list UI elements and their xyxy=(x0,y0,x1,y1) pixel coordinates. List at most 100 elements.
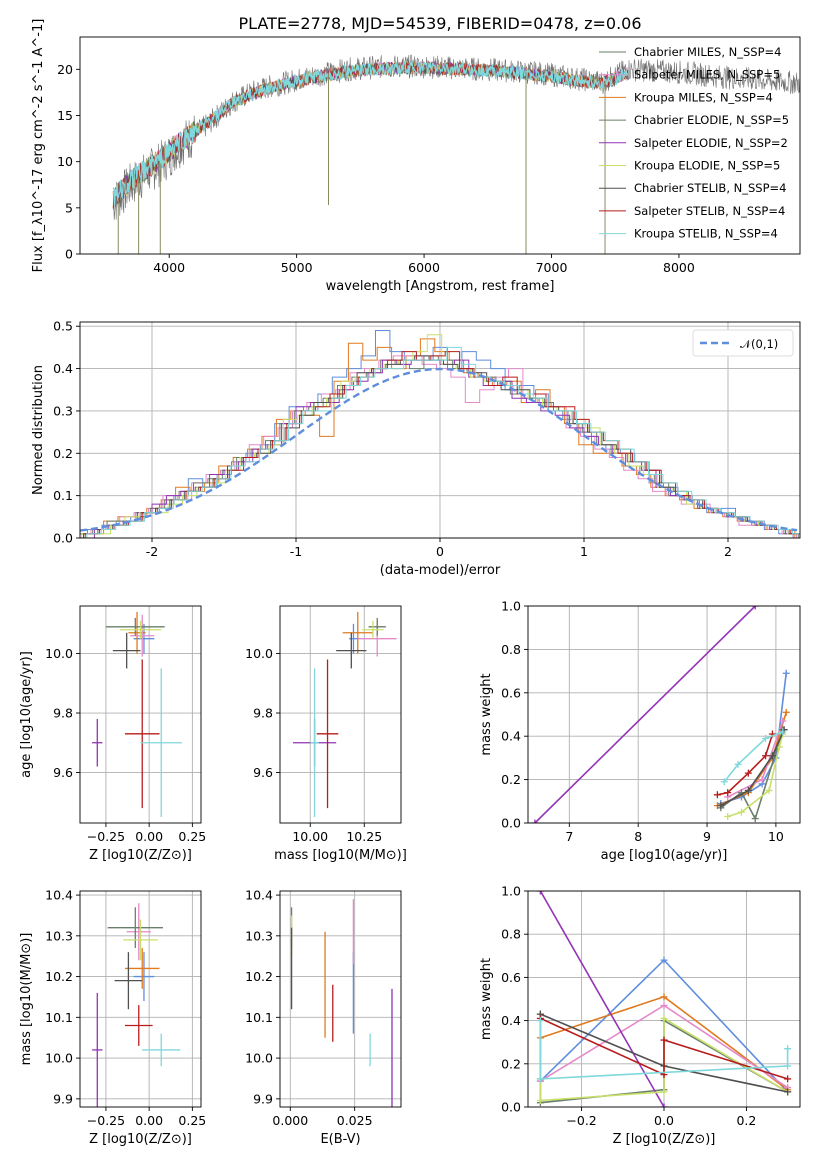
mass-weight-line xyxy=(539,1020,789,1080)
x-axis-label: Z [log10(Z/Z⊙)] xyxy=(89,1132,192,1147)
histogram-series xyxy=(80,355,799,538)
plot-area xyxy=(92,903,181,1107)
mass-weight-marker xyxy=(737,808,745,816)
axes-frame xyxy=(279,890,402,1108)
figure-title: PLATE=2778, MJD=54539, FIBERID=0478, z=0… xyxy=(238,14,641,33)
y-tick-label: 9.8 xyxy=(53,706,73,721)
y-tick-label: 0.3 xyxy=(53,403,73,418)
y-tick-label: 10.4 xyxy=(245,888,273,903)
y-axis-label: mass weight xyxy=(479,673,494,755)
x-tick-label: 0.025 xyxy=(337,1113,373,1128)
mass-weight-marker xyxy=(660,1036,668,1044)
y-tick-label: 10.1 xyxy=(245,1010,273,1025)
mass-weight-marker xyxy=(536,1017,544,1025)
y-tick-label: 0.1 xyxy=(53,488,73,503)
x-tick-label: 10.00 xyxy=(292,829,328,844)
mass-weight-marker xyxy=(660,993,668,1001)
mass-weight-marker xyxy=(758,776,766,784)
axes-frame xyxy=(279,605,402,824)
x-tick-label: 0.0 xyxy=(654,1113,674,1128)
y-tick-label: 1.0 xyxy=(501,599,521,614)
y-axis-label: age [log10(age/yr)] xyxy=(19,651,34,778)
x-tick-label: 7 xyxy=(565,829,573,844)
y-tick-label: 0.5 xyxy=(53,319,73,334)
y-tick-label: 9.6 xyxy=(253,765,273,780)
mass-weight-marker xyxy=(660,1088,668,1096)
legend-entry: Chabrier MILES, N_SSP=4 xyxy=(634,45,781,59)
y-axis-label: Normed distribution xyxy=(31,365,46,495)
x-tick-label: 0.2 xyxy=(736,1113,756,1128)
histogram-series xyxy=(80,330,794,538)
mass-weight-line xyxy=(717,733,774,796)
histogram-series xyxy=(80,355,797,538)
y-tick-label: 0.2 xyxy=(501,1056,521,1071)
x-axis-label: Z [log10(Z/Z⊙)] xyxy=(613,1132,716,1147)
mass-weight-marker xyxy=(660,1103,668,1107)
mass-weight-vs-Z-panel: −0.2 0.0 0.2 0.0 0.2 0.4 0.6 0.8 1.0 Z [log10(Z/Z… xyxy=(479,884,801,1147)
y-tick-label: 1.0 xyxy=(501,884,521,899)
y-tick-label: 10.3 xyxy=(245,928,273,943)
x-tick-label: 2 xyxy=(724,544,732,559)
x-tick-label: 0.000 xyxy=(272,1113,308,1128)
y-tick-label: 0.0 xyxy=(501,816,521,831)
mass-weight-marker xyxy=(713,791,721,799)
mass-weight-line xyxy=(539,891,665,1107)
age-vs-mass-panel: 10.00 10.25 9.6 9.8 10.0 mass [log10(M/M⊙)] xyxy=(245,605,407,863)
x-tick-label: 10 xyxy=(768,829,784,844)
mass-weight-marker xyxy=(784,1045,792,1053)
histogram-series xyxy=(86,346,800,538)
plot-area xyxy=(112,54,800,254)
y-tick-label: 0.0 xyxy=(501,1100,521,1115)
legend-entry: 𝒩(0,1) xyxy=(740,337,778,351)
y-tick-label: 10.2 xyxy=(45,969,73,984)
residuals-panel: -2 -1 0 1 2 0.0 0.1 0.2 0.3 0.4 0.5 (data-model)/er… xyxy=(31,319,801,578)
mass-weight-line xyxy=(723,731,784,783)
y-tick-label: 10.0 xyxy=(45,646,73,661)
x-tick-label: 7000 xyxy=(536,260,568,275)
plot-area xyxy=(531,606,790,823)
y-tick-label: 5 xyxy=(65,200,73,215)
x-axis-label: mass [log10(M/M⊙)] xyxy=(274,848,407,863)
x-tick-label: −0.25 xyxy=(87,1113,125,1128)
legend-entry: Kroupa ELODIE, N_SSP=5 xyxy=(634,159,780,173)
mass-weight-marker xyxy=(744,786,752,794)
mass-weight-marker xyxy=(762,734,770,742)
y-tick-label: 9.8 xyxy=(253,706,273,721)
y-tick-label: 10 xyxy=(57,154,73,169)
mass-weight-marker xyxy=(734,760,742,768)
mass-weight-marker xyxy=(744,769,752,777)
mass-weight-vs-age-panel: 7 8 9 10 0.0 0.2 0.4 0.6 0.8 1.0 age [log10(age/yr… xyxy=(479,599,801,863)
y-tick-label: 10.0 xyxy=(45,1051,73,1066)
y-tick-label: 9.9 xyxy=(53,1091,73,1106)
mass-weight-marker xyxy=(768,752,776,760)
mass-weight-marker xyxy=(660,1014,668,1022)
mass-weight-marker xyxy=(782,669,790,677)
mass-weight-marker xyxy=(751,606,759,610)
mass-weight-marker xyxy=(784,1062,792,1070)
legend: 𝒩(0,1) xyxy=(692,329,794,357)
plot-area xyxy=(536,891,792,1107)
y-tick-label: 9.9 xyxy=(253,1091,273,1106)
y-tick-label: 10.4 xyxy=(45,888,73,903)
x-tick-label: 8 xyxy=(634,829,642,844)
mass-weight-marker xyxy=(724,812,732,820)
plot-area xyxy=(290,899,393,1107)
mass-weight-marker xyxy=(779,717,787,725)
axes-frame xyxy=(79,605,202,824)
mass-weight-marker xyxy=(660,1001,668,1009)
y-tick-label: 10.2 xyxy=(245,969,273,984)
legend-entry: Kroupa MILES, N_SSP=4 xyxy=(634,90,773,104)
y-tick-label: 20 xyxy=(57,62,73,77)
mass-weight-line xyxy=(720,729,785,807)
spectrum-panel: 4000 5000 6000 7000 8000 0 5 10 15 20 wavelength [… xyxy=(31,19,801,294)
legend: Chabrier MILES, N_SSP=4 Salpeter MILES, N… xyxy=(599,45,789,241)
mass-weight-marker xyxy=(720,778,728,786)
spectrum-model-line xyxy=(112,60,629,206)
x-tick-label: 1 xyxy=(580,544,588,559)
x-tick-label: 8000 xyxy=(663,260,695,275)
x-tick-label: 5000 xyxy=(281,260,313,275)
x-tick-label: 10.25 xyxy=(346,829,382,844)
mass-weight-marker xyxy=(765,786,773,794)
x-axis-label: age [log10(age/yr)] xyxy=(601,848,728,863)
y-tick-label: 0.6 xyxy=(501,685,521,700)
